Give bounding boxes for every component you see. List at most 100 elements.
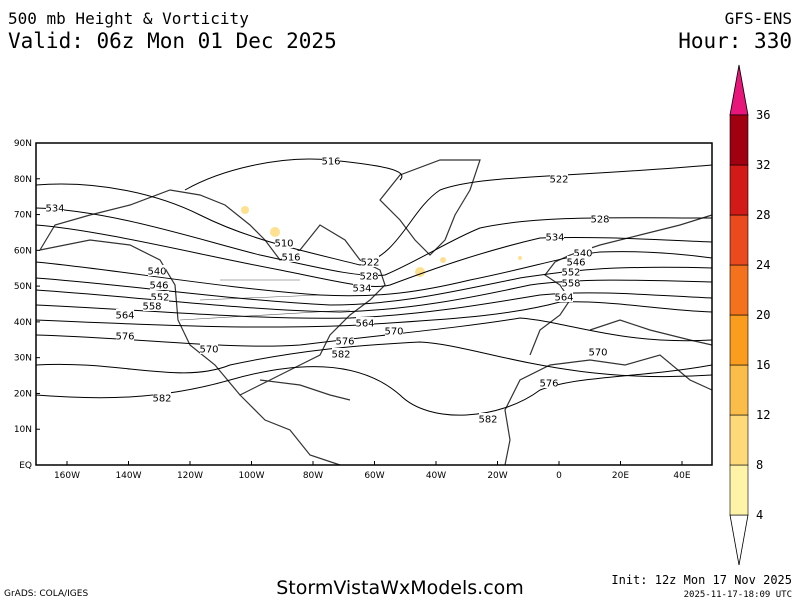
colorbar-segment <box>729 314 749 366</box>
colorbar-tick-label: 32 <box>756 158 770 172</box>
colorbar-segment <box>729 214 749 266</box>
lat-label: 60N <box>14 246 32 256</box>
colorbar-tick-label: 24 <box>756 258 770 272</box>
coastlines <box>38 159 713 466</box>
contour-label-bg <box>562 277 580 288</box>
contour-label-bg <box>200 343 218 354</box>
contour-label: 546 <box>566 258 585 269</box>
contour-label-bg <box>116 309 134 320</box>
contour-label: 576 <box>115 332 134 343</box>
map-area: 90N 80N 70N 60N 50N 40N 30N 20N 10N EQ 160W 140W 120… <box>14 139 713 481</box>
contour-label: 564 <box>554 293 573 304</box>
valid-time: Valid: 06z Mon 01 Dec 2025 <box>8 29 337 53</box>
contour-label: 516 <box>321 157 340 168</box>
contour-label: 522 <box>360 258 379 269</box>
contour-label-bg <box>356 317 374 328</box>
colorbar-segment <box>729 114 749 166</box>
contour-label-bg <box>361 256 379 267</box>
colorbar-bottom-arrow <box>729 514 749 566</box>
contour-label: 528 <box>590 215 609 226</box>
model-name: GFS-ENS <box>725 9 792 28</box>
contour-label: 558 <box>142 302 161 313</box>
lat-label: 80N <box>14 175 32 185</box>
contour-label-bg <box>332 348 350 359</box>
contour-label-bg <box>562 266 580 277</box>
contour-label: 564 <box>355 319 374 330</box>
site-name: StormVistaWxModels.com <box>276 577 524 599</box>
contour-label-bg <box>275 237 293 248</box>
contour-label-bg <box>46 202 64 213</box>
colorbar: 4 8 12 16 20 24 28 32 36 <box>729 64 770 566</box>
contour-label-bg <box>555 291 573 302</box>
lon-label: 60W <box>364 471 384 481</box>
contour-label: 582 <box>478 415 497 426</box>
lon-label: 80W <box>303 471 323 481</box>
lat-label: 10N <box>14 425 32 435</box>
colorbar-segment <box>729 414 749 466</box>
contour-label-bg <box>591 213 609 224</box>
contour-label: 546 <box>149 281 168 292</box>
lon-label: 100W <box>238 471 264 481</box>
lon-label: 40E <box>673 471 690 481</box>
lon-label: 140W <box>115 471 141 481</box>
forecast-hour: Hour: 330 <box>678 29 792 53</box>
contour-label: 516 <box>281 253 300 264</box>
lat-label: 30N <box>14 354 32 364</box>
contour-label-bg <box>336 335 354 346</box>
contour-label-bg <box>546 231 564 242</box>
lat-label: 40N <box>14 318 32 328</box>
contour-label-bg <box>143 300 161 311</box>
contour-label-bg <box>385 325 403 336</box>
contour-label-bg <box>151 291 169 302</box>
contour-label-bg <box>150 279 168 290</box>
contour-label: 552 <box>561 268 580 279</box>
contour-label-bg <box>589 346 607 357</box>
contour-label: 576 <box>539 379 558 390</box>
lon-label: 160W <box>54 471 80 481</box>
lat-label: 20N <box>14 389 32 399</box>
colorbar-segment <box>729 164 749 216</box>
contour-label-bg <box>540 377 558 388</box>
contour-label-bg <box>360 270 378 281</box>
contour-label: 534 <box>352 284 371 295</box>
contour-label-bg <box>322 155 340 166</box>
contour-label-bg <box>574 247 592 258</box>
contour-label-bg <box>567 256 585 267</box>
contour-label: 552 <box>150 293 169 304</box>
colorbar-segment <box>729 464 749 516</box>
colorbar-top-arrow <box>729 64 749 116</box>
contour-label-bg <box>479 413 497 424</box>
colorbar-tick-label: 28 <box>756 208 770 222</box>
colorbar-tick-label: 16 <box>756 358 770 372</box>
contour-label: 582 <box>152 394 171 405</box>
colorbar-segment <box>729 364 749 416</box>
lon-label: 120W <box>177 471 203 481</box>
init-time: Init: 12z Mon 17 Nov 2025 <box>611 573 792 587</box>
contour-label-bg <box>148 265 166 276</box>
contour-label: 570 <box>199 345 218 356</box>
colorbar-tick-label: 12 <box>756 408 770 422</box>
colorbar-tick-label: 20 <box>756 308 770 322</box>
lon-label: 20E <box>612 471 629 481</box>
contour-label: 570 <box>588 348 607 359</box>
contour-label: 564 <box>115 311 134 322</box>
contour-label: 570 <box>384 327 403 338</box>
lon-label: 0 <box>556 471 562 481</box>
lon-label: 20W <box>487 471 507 481</box>
contour-label-bg <box>153 392 171 403</box>
lat-label: 70N <box>14 211 32 221</box>
contour-label: 582 <box>331 350 350 361</box>
colorbar-tick-label: 36 <box>756 108 770 122</box>
contour-label: 510 <box>274 239 293 250</box>
contour-label: 522 <box>549 175 568 186</box>
contour-label: 540 <box>147 267 166 278</box>
colorbar-tick-label: 8 <box>756 458 763 472</box>
map-title: 500 mb Height & Vorticity <box>8 9 249 28</box>
contour-label: 576 <box>335 337 354 348</box>
lat-label: 50N <box>14 282 32 292</box>
lon-label: 40W <box>426 471 446 481</box>
contour-label: 558 <box>561 279 580 290</box>
contour-label: 528 <box>359 272 378 283</box>
contour-label: 540 <box>573 249 592 260</box>
